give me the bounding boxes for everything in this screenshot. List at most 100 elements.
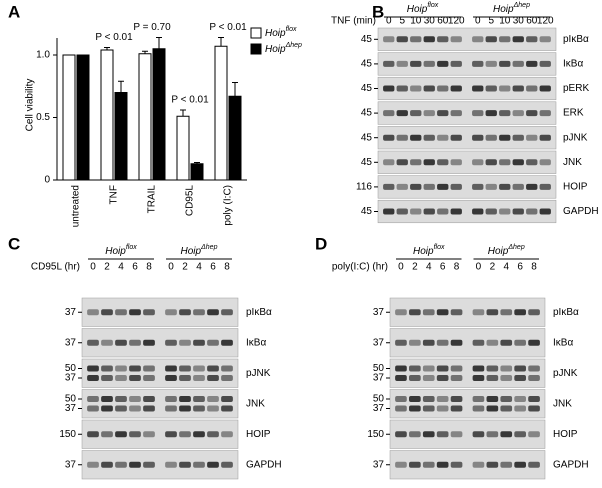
band [528,365,540,372]
band [193,431,205,438]
band [207,309,219,316]
band [143,365,155,372]
x-tick-label: TNF [109,185,120,204]
band [409,431,421,438]
band [422,405,435,412]
group-name: Hoipflox [407,2,439,15]
group-name: Hoipflox [105,244,137,257]
band [207,375,219,381]
band [87,431,99,438]
band [486,309,499,316]
band [193,405,205,412]
bar [114,92,128,181]
band [423,110,435,117]
name: Hoip [181,246,202,257]
band [472,339,485,346]
y-axis-label: Cell viability [25,79,36,132]
name: Hoip [407,4,428,15]
mw-marker: 116 [356,182,372,193]
band [207,339,219,346]
band [486,461,499,468]
band [115,365,127,372]
band [87,375,99,381]
band [422,339,435,346]
lane-label: 4 [118,262,124,273]
band [165,339,177,346]
lane-label: 120 [448,16,465,27]
band [514,396,526,402]
band [450,159,462,166]
band [539,159,551,166]
band [193,461,205,468]
mw-marker: 45 [361,83,373,94]
bar [62,54,76,181]
band [423,85,435,92]
band [87,309,99,316]
lane-label: 30 [424,16,436,27]
band [450,365,463,372]
error-bar [218,37,224,47]
error-bar [232,82,238,97]
band [539,36,551,43]
band [485,183,497,190]
band [450,60,462,67]
band [221,309,233,316]
band [193,309,205,316]
band [101,405,113,412]
band [450,85,462,92]
mw-marker: 50 [65,363,77,374]
band [436,375,449,381]
band [179,365,191,372]
band [101,461,113,468]
band [396,36,408,43]
band [514,461,526,468]
band [472,461,485,468]
band [383,110,395,117]
band [207,396,219,402]
band [450,339,463,346]
mw-marker: 37 [373,337,385,348]
band [101,375,113,381]
band [101,339,113,346]
lane-label: 60 [437,16,449,27]
band [179,405,191,412]
band [514,365,526,372]
band [143,396,155,402]
band [423,159,435,166]
error-bar [142,50,148,54]
band [539,60,551,67]
band [87,339,99,346]
mw-marker: 37 [373,459,385,470]
band [383,60,395,67]
band [396,85,408,92]
mw-marker: 37 [65,459,77,470]
band [500,396,513,402]
band [115,461,127,468]
band [395,365,407,372]
group-name: HoipΔhep [265,42,302,55]
superscript: flox [434,244,445,251]
band [207,405,219,412]
band [512,208,524,215]
band [450,208,462,215]
lane-label: 6 [210,262,216,273]
row-label: pJNK [246,368,271,379]
panel-label: C [8,234,20,253]
name: Hoip [413,246,434,257]
band [423,36,435,43]
band [395,309,407,316]
band [486,365,499,372]
p-value: P = 0.70 [133,22,171,33]
mw-marker: 150 [59,429,76,440]
name: Hoip [493,4,514,15]
band [115,405,127,412]
band [221,365,233,372]
band [472,110,484,117]
lane-label: 10 [410,16,422,27]
band [221,461,233,468]
band [472,365,485,372]
band [499,36,511,43]
band [395,405,407,412]
lane-label: 8 [531,262,537,273]
band [221,339,233,346]
